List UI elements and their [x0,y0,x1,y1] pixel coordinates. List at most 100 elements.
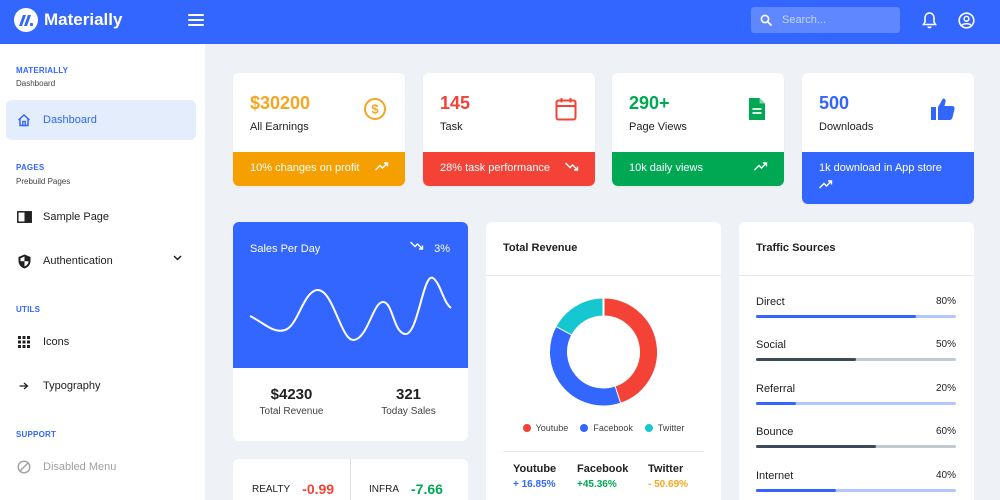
sidebar-item-authentication[interactable]: Authentication [6,241,196,281]
sidebar-item-label: Authentication [43,255,113,267]
total-revenue-card: Total Revenue Youtube Facebook Twitter Y… [486,222,721,500]
account-circle-icon[interactable] [958,12,975,29]
revenue-stat-name: Twitter [648,463,684,475]
legend-item-youtube[interactable]: Youtube [522,423,569,433]
stat-footer-text: 1k download in App store [819,162,942,174]
revenue-stat-name: Youtube [513,463,557,475]
donut-slice-facebook[interactable] [550,326,621,406]
top-app-bar: Materially [0,0,1000,44]
search-input[interactable] [782,14,882,26]
traffic-row-social: Social 50% [756,339,956,361]
sidebar-item-disabled-menu: Disabled Menu [6,447,196,487]
search-box [751,7,900,33]
legend-dot [580,424,589,432]
sidebar-item-typography[interactable]: Typography [6,366,196,406]
apps-grid-icon [16,334,32,350]
calendar-icon [555,98,577,121]
section-title-materially: MATERIALLY [16,66,69,75]
stat-value: 321 [395,386,422,403]
chevron-down-icon[interactable] [173,255,182,261]
arrow-right-icon [16,378,32,394]
traffic-source-name: Social [756,339,786,351]
traffic-row-internet: Internet 40% [756,470,956,492]
divider [503,451,704,452]
chart-legend: Youtube Facebook Twitter [486,423,721,433]
sales-change: 3% [434,243,450,255]
traffic-row-referral: Referral 20% [756,383,956,405]
ticker-infra: INFRA -7.66 [369,481,443,497]
traffic-source-pct: 50% [935,339,956,350]
trending-down-icon [410,241,424,250]
stat-label: Downloads [819,121,874,133]
revenue-stat-change: +45.36% [577,479,617,490]
stat-label: Page Views [629,121,687,133]
thumb-up-icon [931,98,955,120]
trending-down-icon [565,162,579,171]
stat-label: All Earnings [250,121,309,133]
revenue-stat-change: - 50.69% [648,479,689,490]
legend-item-twitter[interactable]: Twitter [644,423,684,433]
revenue-stat-twitter: Twitter - 50.69% [648,463,688,490]
card-title: Total Revenue [503,242,578,254]
legend-label: Facebook [593,423,633,433]
home-icon [16,112,32,128]
divider [350,459,351,500]
traffic-source-pct: 40% [935,470,956,481]
section-title-pages: PAGES [16,163,45,172]
progress-track [756,402,956,405]
donut-slice-youtube[interactable] [603,298,657,403]
progress-track [756,358,956,361]
divider [486,275,721,276]
stat-label: Task [440,121,463,133]
security-shield-icon [16,253,32,269]
revenue-donut-chart[interactable] [486,292,721,412]
traffic-sources-card: Traffic Sources Direct 80% Social 50% Referr… [739,222,974,500]
stat-footer-text: 10k daily views [629,162,703,174]
sidebar-item-label: Dashboard [43,114,97,126]
sidebar-item-sample-page[interactable]: Sample Page [6,197,196,237]
stat-value: 145 [440,93,471,113]
sidebar-item-label: Disabled Menu [43,461,117,473]
notification-bell-icon[interactable] [922,12,937,29]
sidebar-item-icons[interactable]: Icons [6,322,196,362]
app-title: Materially [44,10,123,29]
stat-label: Today Sales [381,406,436,417]
donut-slice-twitter[interactable] [556,298,604,335]
stat-footer: 10k daily views [612,152,784,186]
logo-mark-icon [14,8,38,32]
ticker-name: REALTY [252,483,291,495]
sidebar-item-label: Sample Page [43,211,110,223]
section-subtitle: Dashboard [16,79,56,88]
ticker-value: -0.99 [302,481,335,497]
traffic-source-name: Referral [756,383,796,395]
trending-up-icon [375,162,389,171]
monetization-icon: $ [364,98,386,120]
legend-dot [644,424,653,432]
legend-item-facebook[interactable]: Facebook [580,423,633,433]
progress-fill [756,402,796,405]
progress-track [756,315,956,318]
section-title-support: SUPPORT [16,430,57,439]
stat-footer-text: 28% task performance [440,162,551,174]
ticker-value: -7.66 [411,481,443,497]
trending-up-icon [819,180,833,189]
downloads-card: 500 Downloads 1k download in App store [802,73,974,204]
traffic-source-pct: 80% [935,296,956,307]
progress-fill [756,315,916,318]
revenue-stat-change: + 16.85% [513,479,556,490]
stat-value: $30200 [250,93,311,113]
chrome-reader-icon [16,209,32,225]
section-subtitle: Prebuild Pages [16,177,71,186]
stat-label: Total Revenue [259,406,324,417]
earnings-card: $30200 All Earnings $ 10% changes on pro… [233,73,405,186]
stat-value: 500 [819,93,850,113]
progress-fill [756,489,836,492]
sales-sparkline [249,276,452,341]
logo[interactable]: Materially [14,8,122,32]
legend-label: Youtube [535,423,569,433]
revenue-stat-youtube: Youtube + 16.85% [513,463,556,490]
traffic-source-name: Internet [756,470,794,482]
page-views-card: 290+ Page Views 10k daily views [612,73,784,186]
sidebar-item-dashboard[interactable]: Dashboard [6,100,196,140]
menu-toggle-icon[interactable] [188,14,204,28]
